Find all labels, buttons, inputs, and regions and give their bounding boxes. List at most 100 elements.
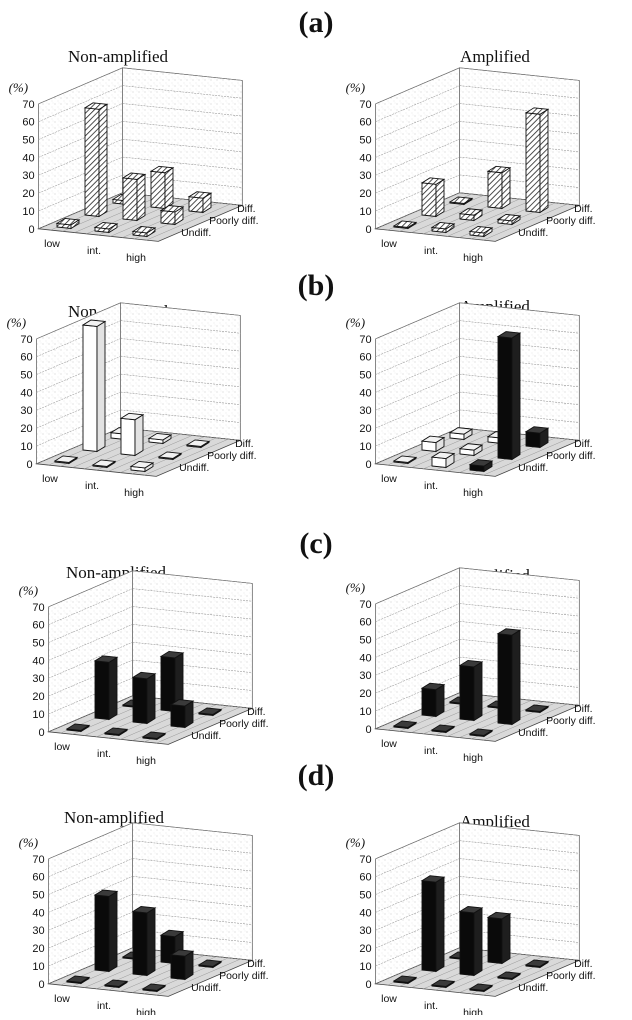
grid-line: [375, 893, 460, 931]
y-tick-label: 20: [22, 188, 34, 200]
y-tick-label: 10: [20, 441, 32, 453]
y-tick-label: 30: [20, 405, 32, 417]
y-tick-label: 70: [32, 854, 44, 866]
bar-top: [420, 435, 446, 444]
y-tick-label: 40: [32, 907, 44, 919]
grid-line: [459, 603, 580, 617]
bar-top: [169, 699, 195, 707]
grid-line: [36, 373, 121, 411]
y-tick-label: 30: [22, 170, 34, 182]
x-tick-label: high: [126, 252, 146, 264]
grid-line: [459, 67, 580, 81]
grid-line: [375, 302, 460, 340]
grid-line: [375, 85, 460, 122]
bar-top: [468, 728, 494, 736]
bar-side: [96, 320, 106, 453]
grid-line: [120, 356, 241, 370]
chart-title: Non-amplified: [68, 47, 169, 66]
y-tick-label: 40: [359, 152, 371, 164]
x-tick-label: high: [463, 487, 483, 499]
grid-line: [36, 409, 121, 447]
grid-line: [48, 929, 133, 967]
bar-top: [392, 720, 418, 728]
bar-top: [486, 165, 512, 174]
bar: [487, 170, 503, 209]
grid-line: [132, 677, 253, 691]
series-label: Poorly diff.: [546, 970, 595, 982]
chart-7: Non-amplified 70 60 50 40 30 20 10 0 (%) low int. hi…: [19, 808, 269, 1019]
bar: [525, 431, 541, 448]
bar: [459, 911, 475, 976]
grid-line: [120, 338, 241, 352]
y-tick-label: 20: [359, 423, 371, 435]
bar-side: [435, 178, 445, 218]
y-tick-label: 50: [359, 135, 371, 147]
grid-line: [38, 67, 123, 105]
grid-line: [132, 659, 253, 673]
y-tick-label: 60: [22, 117, 34, 129]
x-tick-label: low: [54, 993, 70, 1005]
grid-line: [375, 409, 460, 447]
bar-top: [131, 671, 157, 680]
grid-line: [48, 677, 133, 715]
bar-top: [496, 971, 522, 979]
series-label: Undiff.: [191, 982, 221, 994]
floor-line: [156, 958, 241, 996]
series-label: Undiff.: [518, 727, 548, 739]
bar-top: [458, 208, 484, 216]
grid-line: [132, 911, 253, 925]
grid-line: [48, 876, 133, 913]
grid-line: [48, 606, 133, 643]
bar-top: [159, 929, 185, 938]
panel-label-d: (d): [298, 759, 335, 792]
y-tick-label: 30: [359, 405, 371, 417]
grid-line: [38, 85, 123, 122]
grid-line: [375, 638, 460, 676]
bar-top: [157, 451, 183, 459]
grid-line: [132, 606, 253, 620]
series-label: Diff.: [237, 203, 255, 215]
bar: [122, 177, 138, 221]
grid-line: [122, 192, 243, 206]
grid-line: [375, 911, 460, 949]
grid-line: [122, 67, 243, 81]
bar: [160, 210, 176, 225]
grid-line: [459, 567, 580, 581]
bar: [459, 664, 475, 721]
bar-top: [524, 107, 550, 115]
x-tick-label: low: [42, 473, 58, 485]
bar: [421, 880, 437, 972]
grid-line: [459, 621, 580, 635]
grid-line: [375, 876, 460, 913]
grid-line: [375, 822, 460, 860]
bar: [132, 676, 148, 724]
y-tick-label: 70: [359, 599, 371, 611]
grid-line: [48, 624, 133, 661]
grid-line: [48, 911, 133, 949]
y-tick-label: 70: [20, 334, 32, 346]
bar-top: [119, 412, 145, 421]
grid-line: [375, 67, 460, 105]
chart-8: Amplified706050403020100(%)lowint.highUn…: [346, 812, 596, 1019]
bar-top: [65, 975, 91, 983]
grid-line: [132, 822, 253, 836]
series-label: Diff.: [247, 706, 265, 718]
bar-top: [53, 455, 79, 463]
y-tick-label: 50: [20, 370, 32, 382]
floor-line: [483, 438, 568, 476]
y-axis-label: (%): [346, 580, 366, 595]
floor-line: [156, 706, 241, 744]
x-tick-label: high: [463, 752, 483, 764]
bar-top: [121, 172, 147, 180]
y-tick-label: 10: [32, 961, 44, 973]
series-label: Poorly diff.: [219, 970, 268, 982]
grid-line: [120, 391, 241, 405]
series-label: Diff.: [574, 703, 592, 715]
series-label: Poorly diff.: [546, 215, 595, 227]
grid-line: [375, 192, 460, 230]
y-tick-label: 30: [359, 170, 371, 182]
bar-top: [185, 439, 211, 447]
grid-line: [122, 85, 243, 99]
y-tick-label: 20: [359, 688, 371, 700]
bar-side: [501, 166, 511, 210]
